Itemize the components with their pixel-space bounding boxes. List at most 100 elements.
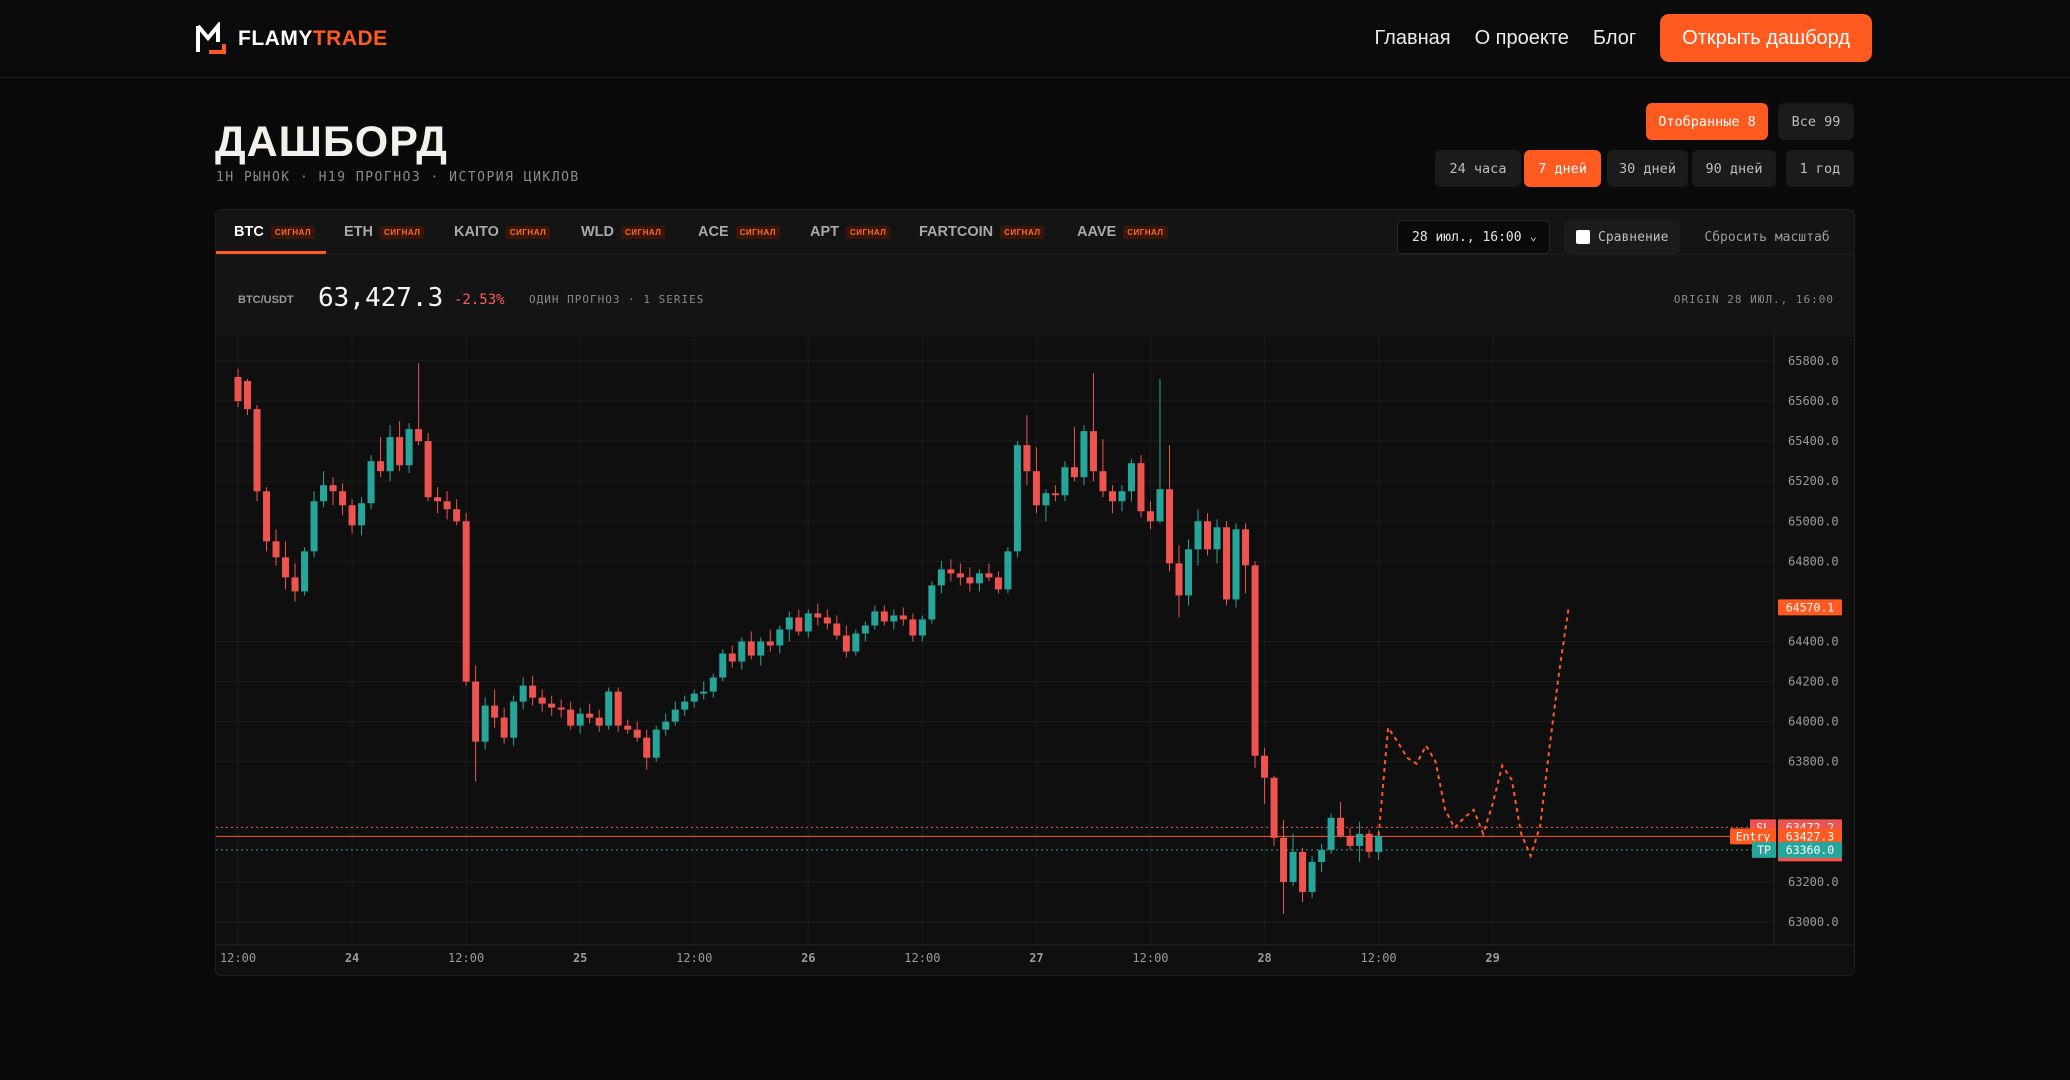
candle-body: [329, 485, 337, 492]
candle-body: [738, 641, 746, 662]
tab-ace[interactable]: ACE СИГНАЛ: [698, 210, 780, 254]
candle-body: [852, 633, 860, 652]
candle-body: [567, 709, 575, 726]
compare-toggle[interactable]: Сравнение: [1564, 220, 1680, 254]
candle-body: [405, 429, 413, 466]
nav-link-about[interactable]: О проекте: [1474, 26, 1569, 49]
candle-body: [1023, 445, 1031, 472]
x-tick-label: 12:00: [448, 951, 484, 965]
origin-date-select[interactable]: 28 июл., 16:00 ⌄: [1397, 220, 1550, 254]
x-tick-label: 28: [1257, 951, 1271, 965]
origin-label: ORIGIN 28 ИЮЛ., 16:00: [1673, 293, 1834, 306]
candle-body: [291, 577, 299, 592]
ticker-info-row: BTC/USDT 63,427.3 -2.53% ОДИН ПРОГНОЗ · …: [216, 254, 1854, 337]
candle-body: [1061, 467, 1069, 496]
y-tick-label: 64000.0: [1788, 715, 1839, 729]
filter-all-99[interactable]: Все 99: [1778, 103, 1854, 140]
y-tick-label: 64400.0: [1788, 635, 1839, 649]
tab-eth[interactable]: ETH СИГНАЛ: [344, 210, 425, 254]
candle-body: [453, 509, 461, 522]
candle-body: [719, 653, 727, 678]
candle-body: [795, 617, 803, 632]
candle-body: [966, 577, 974, 584]
candle-body: [861, 625, 869, 634]
page-subtitle: 1H РЫНОК · H19 ПРОГНОЗ · ИСТОРИЯ ЦИКЛОВ: [216, 170, 580, 185]
tab-aave[interactable]: AAVE СИГНАЛ: [1077, 210, 1168, 254]
x-tick-label: 26: [801, 951, 815, 965]
candle-body: [1232, 529, 1240, 600]
candle-body: [339, 491, 347, 506]
y-tick-label: 65600.0: [1788, 394, 1839, 408]
candle-body: [1118, 491, 1126, 502]
forecast-end-price-label: 64570.1: [1786, 600, 1835, 614]
brand-logo[interactable]: FLAMYTRADE: [195, 21, 388, 57]
candle-body: [1051, 493, 1059, 496]
candle-body: [586, 713, 594, 718]
main-nav: Главная О проекте Блог Открыть дашборд: [1374, 14, 1872, 62]
candle-body: [481, 705, 489, 742]
brand-name: FLAMYTRADE: [238, 27, 388, 50]
candle-body: [994, 577, 1002, 590]
candle-body: [462, 521, 470, 682]
candle-body: [320, 485, 328, 502]
nav-link-home[interactable]: Главная: [1374, 26, 1451, 49]
candle-body: [1327, 817, 1335, 850]
tab-btc[interactable]: BTC СИГНАЛ: [234, 210, 316, 254]
x-tick-label: 12:00: [220, 951, 256, 965]
candle-body: [272, 541, 280, 558]
candlestick-chart[interactable]: 65800.0 65600.0 65400.0 65200.0 65000.0 64800…: [216, 210, 1854, 975]
y-tick-label: 65000.0: [1788, 514, 1839, 528]
tab-apt[interactable]: APT СИГНАЛ: [810, 210, 891, 254]
candle-body: [709, 677, 717, 692]
candle-body: [234, 377, 242, 402]
x-tick-label: 12:00: [1361, 951, 1397, 965]
price-change: -2.53%: [454, 292, 505, 308]
candle-body: [1204, 521, 1212, 550]
candle-body: [1013, 445, 1021, 552]
tab-fartcoin[interactable]: FARTCOIN СИГНАЛ: [919, 210, 1045, 254]
candle-body: [1004, 551, 1012, 590]
candle-body: [396, 437, 404, 466]
candle-body: [985, 573, 993, 578]
candle-body: [367, 461, 375, 504]
candle-body: [804, 613, 812, 632]
candle-body: [1185, 549, 1192, 596]
filter-selected-8[interactable]: Отобранные 8: [1646, 103, 1768, 140]
entry-price-label: 63427.3: [1786, 829, 1835, 843]
candle-body: [1261, 755, 1269, 778]
range-90d[interactable]: 90 дней: [1692, 150, 1776, 187]
candle-body: [1127, 463, 1135, 492]
chart-panel: BTC СИГНАЛ ETH СИГНАЛ KAITO СИГНАЛ WLD СИГНА…: [215, 209, 1855, 976]
candle-body: [1242, 529, 1250, 566]
range-24h[interactable]: 24 часа: [1435, 150, 1521, 187]
tab-wld[interactable]: WLD СИГНАЛ: [581, 210, 666, 254]
candle-body: [1346, 835, 1354, 846]
candle-body: [529, 685, 537, 698]
reset-zoom-button[interactable]: Сбросить масштаб: [1704, 229, 1830, 245]
x-tick-label: 27: [1029, 951, 1043, 965]
candle-body: [1365, 833, 1373, 852]
candle-body: [1032, 471, 1040, 506]
compare-checkbox[interactable]: [1576, 230, 1590, 244]
candle-body: [282, 557, 290, 578]
y-tick-label: 63800.0: [1788, 755, 1839, 769]
nav-link-blog[interactable]: Блог: [1592, 26, 1637, 49]
signal-badge: СИГНАЛ: [380, 225, 425, 239]
candle-body: [871, 611, 879, 626]
signal-badge: СИГНАЛ: [735, 225, 780, 239]
candle-body: [386, 437, 394, 472]
open-dashboard-button[interactable]: Открыть дашборд: [1660, 14, 1872, 62]
candle-body: [424, 441, 432, 498]
range-1y[interactable]: 1 год: [1786, 150, 1854, 187]
range-7d[interactable]: 7 дней: [1524, 150, 1601, 187]
candle-body: [415, 429, 423, 442]
forecast-end-price-label-bg: [1778, 599, 1842, 616]
current-price: 63,427.3: [318, 283, 444, 313]
candle-body: [605, 691, 613, 726]
candle-body: [310, 501, 318, 552]
range-30d[interactable]: 30 дней: [1607, 150, 1688, 187]
candle-body: [1251, 565, 1259, 756]
signal-badge: СИГНАЛ: [621, 225, 666, 239]
tab-kaito[interactable]: KAITO СИГНАЛ: [454, 210, 551, 254]
candle-body: [253, 409, 261, 492]
